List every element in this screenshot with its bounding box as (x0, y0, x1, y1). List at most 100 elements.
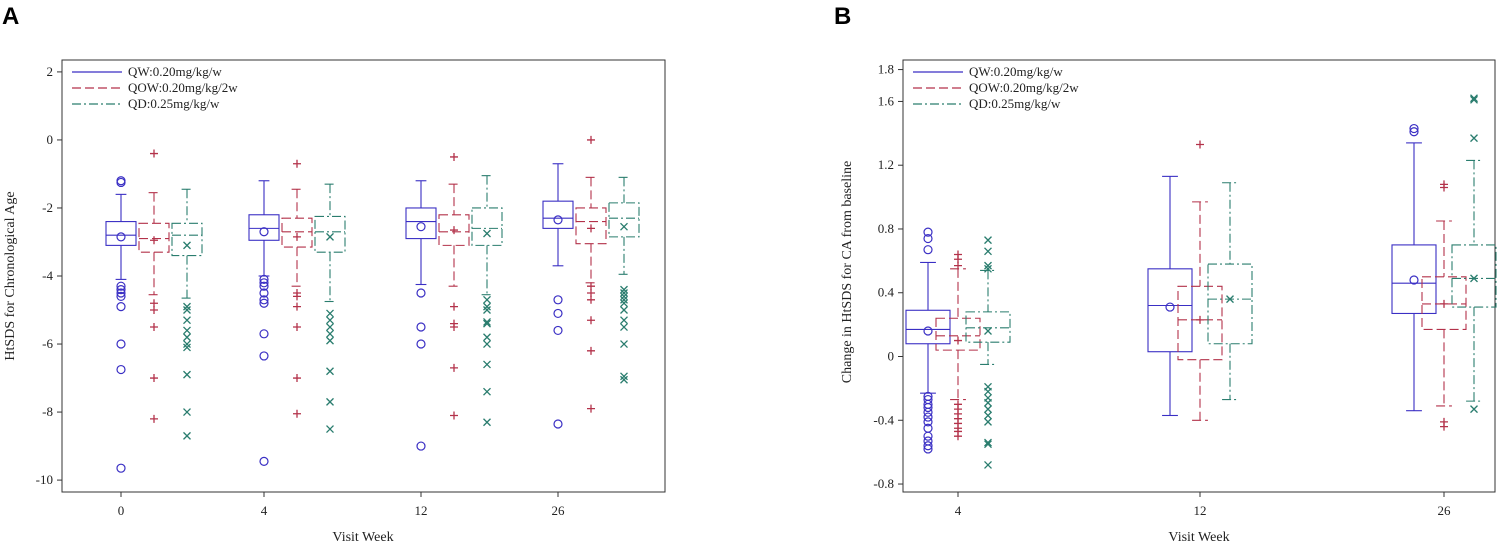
box-qd-week-26 (608, 176, 640, 384)
y-tick-label: -6 (42, 336, 53, 351)
mean-marker (1470, 274, 1478, 283)
iqr-box (171, 222, 203, 257)
outlier-point (483, 295, 491, 304)
outlier-point (293, 159, 301, 168)
outlier-point (116, 364, 126, 375)
box-qow-week-4 (281, 159, 313, 418)
outlier-point (259, 295, 269, 305)
mean-marker (1165, 302, 1175, 312)
outlier-point (483, 360, 491, 369)
panel-a: A QW:0.20mg/kg/w QOW:0.20mg/kg/2w QD:0.2… (2, 3, 666, 545)
outlier-point (259, 288, 269, 298)
iqr-box (438, 214, 470, 246)
outlier-point (183, 316, 191, 325)
mean-marker (416, 222, 426, 232)
outlier-point (923, 245, 933, 255)
outlier-point (1409, 127, 1419, 137)
x-tick-label: 4 (261, 503, 268, 518)
panel-a-plot-frame (61, 59, 666, 493)
box-qow-week-26 (1421, 180, 1467, 431)
outlier-point (923, 407, 933, 417)
outlier-point (620, 306, 628, 314)
outlier-point (1470, 134, 1478, 143)
mean-marker (1196, 315, 1204, 324)
outlier-point (587, 289, 595, 298)
panel-b: B QW:0.20mg/kg/w QOW:0.20mg/kg/2w QD:0.2… (834, 3, 1497, 545)
outlier-point (116, 339, 126, 349)
outlier-point (183, 340, 191, 348)
outlier-point (326, 329, 334, 338)
outlier-point (183, 333, 191, 342)
iqr-box (281, 217, 313, 248)
outlier-point (183, 343, 191, 352)
panel-a-x-axis: 0 4 12 26 (118, 492, 565, 518)
outlier-point (116, 285, 126, 295)
outlier-point (483, 317, 491, 326)
panel-b-legend: QW:0.20mg/kg/w QOW:0.20mg/kg/2w QD:0.25m… (913, 64, 1079, 111)
outlier-point (587, 135, 595, 144)
outlier-point (984, 438, 992, 447)
mean-marker (923, 326, 933, 336)
outlier-point (116, 177, 126, 188)
iqr-box (542, 200, 574, 229)
x-tick-label: 12 (1194, 503, 1207, 518)
outlier-point (553, 419, 563, 429)
outlier-point (984, 236, 992, 245)
outlier-point (326, 309, 334, 318)
iqr-box (248, 214, 280, 241)
box-qw-week-12 (1147, 175, 1193, 417)
outlier-point (984, 440, 992, 449)
iqr-box (1421, 276, 1467, 330)
box-qd-week-26 (1451, 94, 1497, 414)
outlier-point (620, 316, 628, 325)
box-qw-week-4 (248, 180, 280, 466)
box-qd-week-12 (471, 175, 503, 427)
outlier-point (923, 227, 933, 237)
panel-a-y-label: HtSDS for Chronological Age (3, 191, 18, 360)
box-qd-week-0 (171, 188, 203, 440)
panel-b-plot-frame (902, 59, 1496, 493)
outlier-point (116, 463, 126, 473)
iqr-box (1391, 244, 1437, 315)
iqr-box (1207, 263, 1253, 345)
outlier-point (293, 292, 301, 301)
outlier-point (1470, 95, 1478, 104)
outlier-point (620, 340, 628, 348)
panel-a-legend-qow: QOW:0.20mg/kg/2w (128, 80, 238, 95)
outlier-point (150, 299, 158, 308)
outlier-point (553, 325, 563, 336)
y-tick-label: 1.2 (878, 157, 894, 172)
outlier-point (450, 363, 458, 372)
y-tick-label: 1.8 (878, 62, 894, 77)
outlier-point (620, 289, 628, 297)
outlier-point (326, 316, 334, 325)
y-tick-label: 0 (888, 349, 895, 364)
outlier-point (183, 306, 191, 314)
outlier-point (150, 323, 158, 332)
outlier-point (259, 281, 269, 291)
x-tick-label: 12 (415, 503, 428, 518)
outlier-point (984, 261, 992, 270)
box-qow-week-12 (438, 152, 470, 420)
iqr-box (471, 207, 503, 246)
outlier-point (984, 405, 992, 414)
outlier-point (483, 340, 491, 348)
iqr-box (575, 207, 607, 245)
panel-b-legend-qd: QD:0.25mg/kg/w (969, 96, 1061, 111)
outlier-point (923, 444, 933, 454)
box-qw-week-26 (1391, 123, 1437, 412)
outlier-point (620, 285, 628, 294)
box-qd-week-4 (314, 183, 346, 434)
x-tick-label: 4 (955, 503, 962, 518)
outlier-point (620, 292, 628, 301)
outlier-point (259, 274, 269, 285)
outlier-point (984, 247, 992, 256)
outlier-point (183, 431, 191, 440)
outlier-point (150, 149, 158, 158)
outlier-point (620, 375, 628, 384)
outlier-point (553, 295, 563, 305)
box-qw-week-26 (542, 163, 574, 429)
outlier-point (923, 417, 933, 427)
outlier-point (984, 387, 992, 396)
box-qw-week-0 (105, 176, 137, 473)
